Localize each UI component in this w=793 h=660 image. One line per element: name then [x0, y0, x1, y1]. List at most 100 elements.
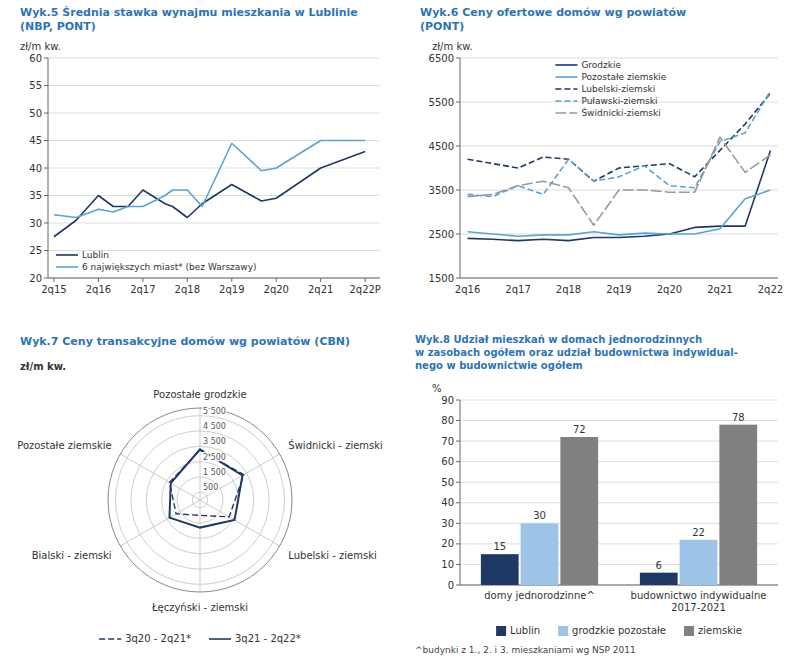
series-line	[54, 152, 365, 237]
y-tick-label: 40	[29, 163, 42, 174]
x-tick-label: 2q16	[86, 284, 111, 295]
y-tick-label: 80	[441, 415, 454, 426]
x-tick	[365, 278, 366, 282]
legend-swatch	[496, 626, 506, 636]
y-tick	[456, 420, 460, 421]
grid-line	[460, 146, 778, 147]
y-tick-label: 10	[441, 559, 454, 570]
y-tick-label: 4500	[429, 141, 454, 152]
y-tick	[44, 168, 48, 169]
y-tick	[44, 58, 48, 59]
radial-tick-label: 4 500	[203, 422, 226, 431]
y-axis-label: zł/m kw.	[20, 41, 61, 52]
legend-swatch	[555, 76, 577, 78]
y-tick	[456, 461, 460, 462]
x-tick	[276, 278, 277, 282]
y-tick-label: 30	[29, 218, 42, 229]
x-tick-label: domy jednorodzinne^	[484, 590, 595, 601]
text-line: (NBP, PONT)	[20, 20, 96, 33]
series-line	[468, 137, 771, 225]
grid-line	[48, 85, 380, 86]
series-line	[169, 450, 243, 517]
y-tick	[44, 140, 48, 141]
y-tick	[44, 195, 48, 196]
chart-title: Wyk.8 Udział mieszkań w domach jednorodz…	[415, 334, 738, 371]
y-tick	[456, 441, 460, 442]
data-label: 78	[732, 412, 745, 423]
data-label: 72	[573, 424, 586, 435]
y-tick-label: 35	[29, 190, 42, 201]
spoke	[200, 408, 201, 500]
legend-label: 3q20 - 2q21*	[125, 633, 191, 644]
y-tick	[456, 190, 460, 191]
category-label: Pozostałe grodzkie	[153, 389, 246, 400]
y-tick-label: 20	[29, 273, 42, 284]
y-axis-line	[460, 58, 461, 278]
x-tick	[142, 278, 143, 282]
grid-line	[460, 278, 778, 279]
y-tick	[44, 250, 48, 251]
x-tick	[231, 278, 232, 282]
bar	[719, 425, 757, 585]
grid-line	[460, 58, 778, 59]
legend: GrodzkiePozostałe ziemskieLubelski-ziems…	[555, 60, 666, 118]
legend-label: Puławski-ziemski	[581, 96, 657, 106]
y-tick-label: 60	[29, 53, 42, 64]
y-axis-label: %	[432, 383, 442, 394]
y-tick-label: 90	[441, 395, 454, 406]
y-tick-label: 20	[441, 538, 454, 549]
x-axis-line	[460, 278, 778, 279]
spoke	[200, 500, 280, 546]
legend-label: Świdnicki-ziemski	[581, 107, 660, 118]
legend-swatch	[99, 638, 121, 640]
series-line	[468, 150, 771, 240]
y-tick	[456, 58, 460, 59]
category-label: Bialski - ziemski	[32, 550, 112, 561]
legend-label: Lubelski-ziemski	[581, 84, 655, 94]
legend-swatch	[555, 100, 577, 102]
x-tick-label: 2q17	[505, 284, 530, 295]
y-tick-label: 1500	[429, 273, 454, 284]
y-tick-label: 5500	[429, 97, 454, 108]
legend-swatch	[56, 254, 78, 256]
y-tick-label: 50	[29, 108, 42, 119]
category-label: Lubelski - ziemski	[288, 550, 376, 561]
y-tick	[44, 113, 48, 114]
chart-title: Wyk.6 Ceny ofertowe domów wg powiatów(PO…	[420, 6, 686, 33]
y-tick-label: 50	[441, 477, 454, 488]
data-label: 30	[533, 510, 546, 521]
x-tick-label: 2q20	[264, 284, 289, 295]
x-tick-label: budownictwo indywidualne2017-2021	[631, 590, 767, 613]
legend-swatch	[555, 88, 577, 90]
data-label: 6	[656, 560, 662, 571]
y-axis-label: zł/m kw.	[432, 41, 473, 52]
radial-tick-label: 500	[203, 483, 218, 492]
legend-swatch	[555, 112, 577, 114]
category-label: Świdnicki - ziemski	[288, 439, 383, 451]
x-tick-label: 2q21	[707, 284, 732, 295]
grid-line	[48, 113, 380, 114]
x-tick	[53, 278, 54, 282]
x-tick-label: 2q19	[219, 284, 244, 295]
bar	[640, 573, 678, 585]
series-line	[54, 141, 365, 218]
legend-swatch	[684, 626, 694, 636]
y-tick-label: 30	[441, 518, 454, 529]
y-axis-line	[460, 400, 461, 585]
grid-line	[460, 400, 778, 401]
x-tick-label: 2q18	[556, 284, 581, 295]
radial-tick-label: 1 500	[203, 468, 226, 477]
y-tick	[44, 278, 48, 279]
legend-label: Lublin	[510, 625, 540, 636]
legend-label: 6 największych miast* (bez Warszawy)	[82, 262, 257, 272]
x-tick-label: 2q17	[130, 284, 155, 295]
y-tick	[456, 523, 460, 524]
plot-area	[54, 141, 365, 237]
y-tick-label: 3500	[429, 185, 454, 196]
chart-title: Wyk.7 Ceny transakcyjne domów wg powiató…	[20, 335, 350, 348]
series-line	[468, 93, 771, 181]
radial-axis-edge	[108, 408, 292, 592]
bar	[521, 523, 559, 585]
y-tick	[456, 400, 460, 401]
bar	[560, 437, 598, 585]
